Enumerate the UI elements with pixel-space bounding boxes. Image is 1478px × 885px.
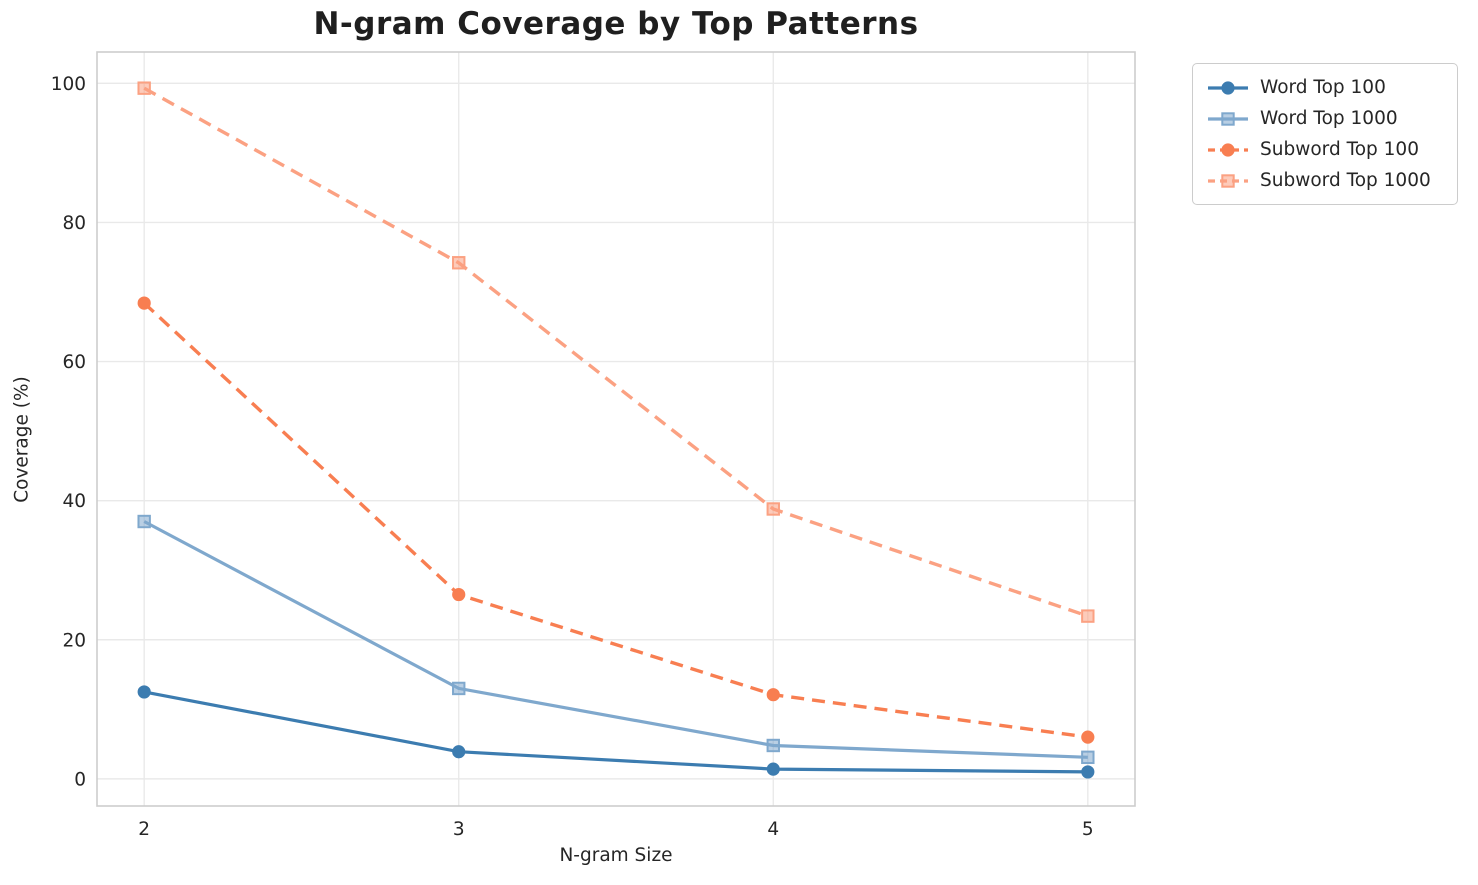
data-point-marker: [137, 514, 151, 529]
legend-swatch-icon: [1208, 142, 1248, 157]
x-tick-label: 4: [767, 819, 779, 840]
data-point-marker: [766, 688, 780, 702]
data-point-marker: [137, 81, 151, 95]
data-point-marker: [1221, 173, 1235, 188]
data-point-marker: [766, 762, 780, 776]
y-axis-label: Coverage (%): [11, 376, 33, 503]
data-point-marker: [766, 502, 780, 516]
legend: Word Top 100 Word Top 1000 Subword Top 1…: [1192, 63, 1458, 205]
data-point-marker: [1081, 730, 1095, 744]
series-line-word-top-1000: [143, 520, 1088, 759]
data-point-marker: [452, 587, 466, 602]
data-point-marker: [766, 738, 780, 753]
legend-entry-word-top-1000: Word Top 1000: [1205, 104, 1445, 133]
legend-label: Word Top 100: [1260, 77, 1386, 98]
y-tick-label: 0: [74, 769, 86, 790]
y-tick-label: 40: [62, 491, 86, 512]
legend-entry-subword-top-100: Subword Top 100: [1205, 135, 1445, 164]
legend-entry-subword-top-1000: Subword Top 1000: [1205, 166, 1445, 195]
data-point-marker: [452, 256, 466, 270]
legend-label: Word Top 1000: [1260, 108, 1398, 129]
chart-title: N-gram Coverage by Top Patterns: [313, 6, 919, 42]
legend-swatch-icon: [1208, 173, 1248, 188]
plot-border: [96, 51, 1136, 807]
y-tick-label: 80: [62, 213, 86, 234]
legend-label: Subword Top 100: [1260, 139, 1419, 160]
data-point-marker: [452, 745, 466, 759]
data-point-marker: [1221, 111, 1235, 126]
data-point-marker: [1081, 750, 1095, 765]
data-point-marker: [1221, 80, 1235, 95]
series-line-word-top-100: [143, 690, 1088, 774]
legend-swatch-icon: [1208, 80, 1248, 95]
y-tick-label: 60: [62, 352, 86, 373]
data-point-marker: [1081, 765, 1095, 779]
data-point-marker: [452, 681, 466, 696]
y-tick-label: 100: [51, 74, 86, 95]
x-axis-label: N-gram Size: [559, 845, 673, 866]
x-tick-label: 5: [1082, 819, 1094, 840]
legend-label: Subword Top 1000: [1260, 170, 1431, 191]
data-point-marker: [1081, 609, 1095, 623]
data-point-marker: [137, 685, 151, 699]
data-point-marker: [137, 296, 151, 310]
series-line-subword-top-1000: [143, 86, 1089, 618]
legend-entry-word-top-100: Word Top 100: [1205, 73, 1445, 102]
legend-swatch-icon: [1208, 111, 1248, 126]
series-line-subword-top-100: [143, 301, 1089, 739]
x-tick-label: 3: [453, 819, 465, 840]
data-point-marker: [1221, 142, 1235, 157]
x-tick-label: 2: [138, 819, 150, 840]
y-tick-label: 20: [62, 630, 86, 651]
